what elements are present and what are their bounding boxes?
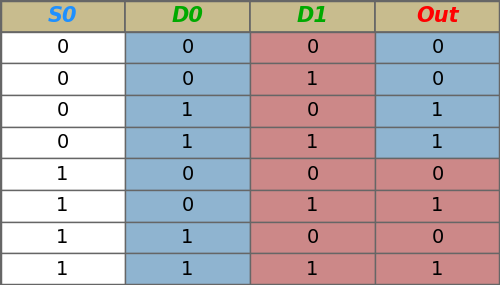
Bar (375, 127, 500, 158)
Text: 0: 0 (306, 228, 318, 247)
Text: 0: 0 (56, 133, 68, 152)
Bar (0, 158, 125, 190)
Text: 1: 1 (182, 133, 194, 152)
Text: 1: 1 (432, 101, 444, 120)
Text: 1: 1 (306, 133, 318, 152)
Bar (125, 32, 250, 63)
Bar (250, 95, 375, 127)
Text: 1: 1 (432, 260, 444, 279)
Text: 1: 1 (56, 196, 68, 215)
Bar (0, 253, 125, 285)
Text: 0: 0 (306, 38, 318, 57)
Bar (0, 95, 125, 127)
Text: 1: 1 (56, 260, 68, 279)
Bar (250, 127, 375, 158)
Text: D1: D1 (296, 6, 328, 26)
Bar (125, 190, 250, 222)
Bar (125, 95, 250, 127)
Bar (0, 32, 125, 63)
Bar (125, 222, 250, 253)
Text: 0: 0 (56, 38, 68, 57)
Text: 0: 0 (432, 38, 444, 57)
Text: 0: 0 (182, 70, 194, 89)
Text: 0: 0 (432, 165, 444, 184)
Bar (250, 253, 375, 285)
Text: 0: 0 (306, 165, 318, 184)
Bar (375, 95, 500, 127)
Text: 1: 1 (306, 70, 318, 89)
Bar (375, 32, 500, 63)
Bar (250, 63, 375, 95)
Bar (125, 127, 250, 158)
Bar (250, 158, 375, 190)
Text: 1: 1 (306, 260, 318, 279)
Bar (375, 158, 500, 190)
Bar (375, 0, 500, 32)
Text: 1: 1 (306, 196, 318, 215)
Bar (375, 190, 500, 222)
Text: 0: 0 (182, 38, 194, 57)
Bar (250, 32, 375, 63)
Text: 1: 1 (56, 228, 68, 247)
Text: Out: Out (416, 6, 459, 26)
Text: 0: 0 (182, 196, 194, 215)
Text: 1: 1 (432, 196, 444, 215)
Text: D0: D0 (172, 6, 203, 26)
Text: 0: 0 (432, 228, 444, 247)
Bar (0, 190, 125, 222)
Text: 0: 0 (432, 70, 444, 89)
Bar (125, 253, 250, 285)
Bar (375, 253, 500, 285)
Bar (0, 63, 125, 95)
Bar (250, 190, 375, 222)
Text: 1: 1 (182, 101, 194, 120)
Bar (125, 63, 250, 95)
Bar (0, 222, 125, 253)
Text: S0: S0 (48, 6, 77, 26)
Text: 0: 0 (182, 165, 194, 184)
Text: 0: 0 (306, 101, 318, 120)
Text: 1: 1 (56, 165, 68, 184)
Bar (0, 0, 125, 32)
Bar (375, 222, 500, 253)
Bar (0, 127, 125, 158)
Text: 1: 1 (432, 133, 444, 152)
Bar (125, 158, 250, 190)
Bar (125, 0, 250, 32)
Text: 0: 0 (56, 70, 68, 89)
Bar (250, 222, 375, 253)
Bar (375, 63, 500, 95)
Bar (250, 0, 375, 32)
Text: 1: 1 (182, 228, 194, 247)
Text: 1: 1 (182, 260, 194, 279)
Text: 0: 0 (56, 101, 68, 120)
